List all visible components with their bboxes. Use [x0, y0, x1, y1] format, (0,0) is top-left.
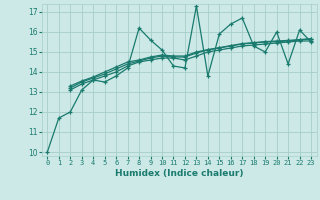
X-axis label: Humidex (Indice chaleur): Humidex (Indice chaleur) [115, 169, 244, 178]
